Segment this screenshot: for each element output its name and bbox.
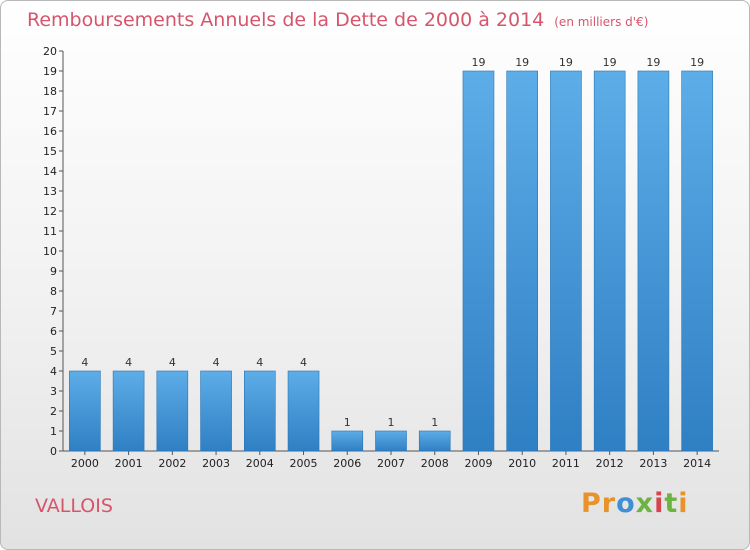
value-label-2007: 1 <box>388 416 395 429</box>
x-tick-label-2005: 2005 <box>290 457 318 470</box>
value-label-2008: 1 <box>431 416 438 429</box>
x-tick-label-2002: 2002 <box>158 457 186 470</box>
y-tick-label: 13 <box>43 185 57 198</box>
bar-2009 <box>462 70 495 452</box>
logo-letter: i <box>654 488 665 519</box>
bar-2011 <box>550 70 582 452</box>
logo-letter: Pr <box>581 488 617 519</box>
logo-letter: t <box>664 488 679 519</box>
x-tick-label-2006: 2006 <box>333 457 361 470</box>
y-tick-label: 16 <box>43 125 57 138</box>
bar-2008 <box>418 430 451 452</box>
x-tick-label-2012: 2012 <box>596 457 624 470</box>
x-tick-label-2011: 2011 <box>552 457 580 470</box>
bar-2010 <box>506 70 539 452</box>
y-tick-label: 7 <box>50 305 57 318</box>
x-tick-label-2001: 2001 <box>115 457 143 470</box>
y-tick-label: 15 <box>43 145 57 158</box>
value-label-2000: 4 <box>81 356 88 369</box>
bar-2007 <box>375 430 407 452</box>
y-tick-label: 5 <box>50 345 57 358</box>
x-tick-label-2003: 2003 <box>202 457 230 470</box>
chart-title-text: Remboursements Annuels de la Dette de 20… <box>27 9 545 31</box>
bar-2014 <box>681 70 713 452</box>
x-tick-label-2008: 2008 <box>421 457 449 470</box>
value-label-2005: 4 <box>300 356 307 369</box>
x-tick-label-2007: 2007 <box>377 457 405 470</box>
proxiti-logo: Proxiti <box>581 488 689 519</box>
value-label-2009: 19 <box>471 56 485 69</box>
y-tick-label: 6 <box>50 325 57 338</box>
value-label-2001: 4 <box>125 356 132 369</box>
value-label-2014: 19 <box>690 56 704 69</box>
bar-2004 <box>244 370 276 452</box>
y-tick-label: 0 <box>50 445 57 458</box>
x-tick-label-2014: 2014 <box>683 457 711 470</box>
bar-2002 <box>156 370 189 452</box>
bar-2013 <box>637 70 670 452</box>
y-tick-label: 3 <box>50 385 57 398</box>
y-tick-label: 1 <box>50 425 57 438</box>
bars <box>69 70 713 452</box>
value-label-2006: 1 <box>344 416 351 429</box>
y-tick-label: 2 <box>50 405 57 418</box>
value-label-2002: 4 <box>169 356 176 369</box>
value-labels: 4 4 4 4 4 4 1 1 1 19 19 19 19 19 19 <box>81 56 704 429</box>
y-tick-label: 14 <box>43 165 57 178</box>
y-tick-label: 18 <box>43 85 57 98</box>
x-tick-label-2000: 2000 <box>71 457 99 470</box>
y-tick-label: 4 <box>50 365 57 378</box>
value-label-2011: 19 <box>559 56 573 69</box>
logo-letter: x <box>635 488 655 519</box>
bar-2012 <box>593 70 626 452</box>
x-tick-label-2010: 2010 <box>508 457 536 470</box>
bar-2003 <box>200 370 232 452</box>
value-label-2012: 19 <box>603 56 617 69</box>
chart-subtitle: (en milliers d'€) <box>554 15 649 29</box>
location-name: VALLOIS <box>35 495 113 517</box>
logo-letter: o <box>616 488 636 519</box>
y-tick-label: 12 <box>43 205 57 218</box>
x-tick-label-2009: 2009 <box>464 457 492 470</box>
logo-letter: i <box>678 488 689 519</box>
y-tick-label: 17 <box>43 105 57 118</box>
y-tick-label: 10 <box>43 245 57 258</box>
x-tick-label-2013: 2013 <box>639 457 667 470</box>
bar-2005 <box>287 370 320 452</box>
value-label-2010: 19 <box>515 56 529 69</box>
value-label-2004: 4 <box>256 356 263 369</box>
y-tick-label: 11 <box>43 225 57 238</box>
y-tick-label: 8 <box>50 285 57 298</box>
y-tick-label: 19 <box>43 65 57 78</box>
bar-2001 <box>112 370 145 452</box>
bar-2006 <box>331 430 364 452</box>
x-tick-label-2004: 2004 <box>246 457 274 470</box>
value-label-2003: 4 <box>213 356 220 369</box>
chart-title: Remboursements Annuels de la Dette de 20… <box>27 9 648 31</box>
y-tick-label: 20 <box>43 45 57 58</box>
y-tick-label: 9 <box>50 265 57 278</box>
bar-2000 <box>69 370 101 452</box>
value-label-2013: 19 <box>646 56 660 69</box>
